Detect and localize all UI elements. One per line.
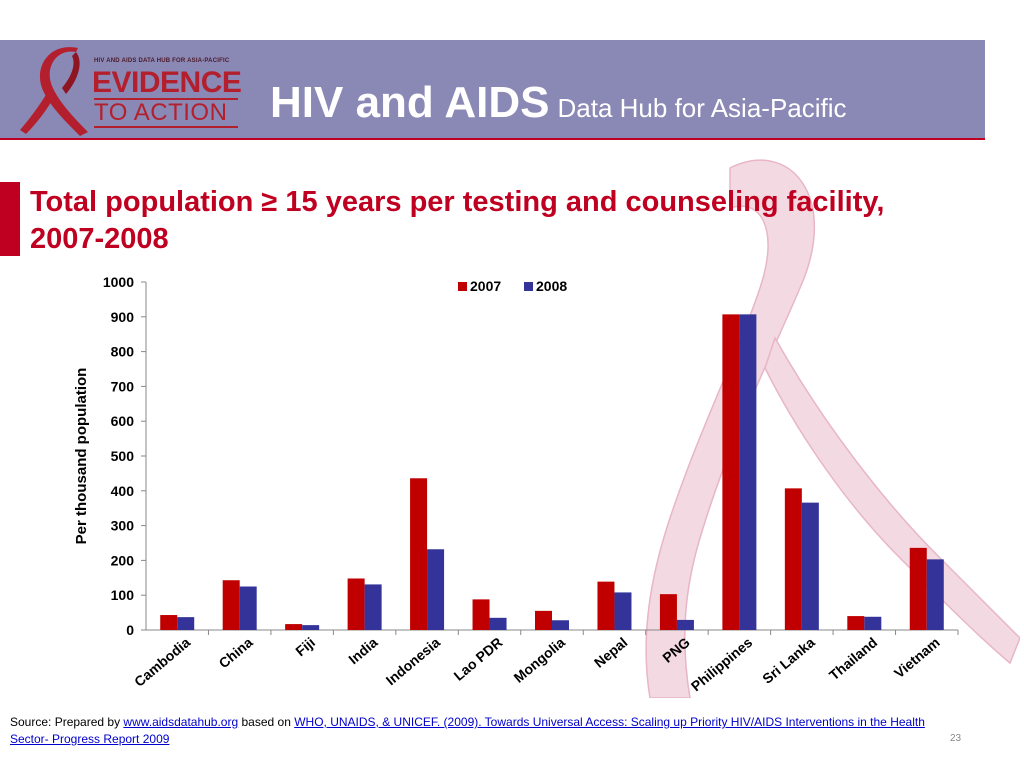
legend-swatch-2008 — [524, 282, 533, 291]
x-tick-label: PNG — [659, 634, 693, 666]
x-tick-label: Vietnam — [891, 634, 943, 681]
logo-tagline: HIV AND AIDS DATA HUB FOR ASIA-PACIFIC — [94, 58, 230, 64]
aidsdatahub-link[interactable]: www.aidsdatahub.org — [123, 715, 239, 729]
logo-underline — [94, 126, 238, 128]
bar-2008-fiji — [302, 625, 320, 630]
y-tick-label: 800 — [111, 344, 135, 360]
bar-2007-thailand — [847, 616, 865, 630]
bar-2008-indonesia — [427, 549, 445, 630]
legend-label-2007: 2007 — [470, 278, 501, 294]
bar-2007-nepal — [597, 581, 615, 630]
evidence-to-action-logo: HIV AND AIDS DATA HUB FOR ASIA-PACIFIC E… — [18, 44, 248, 136]
bar-2008-sri-lanka — [801, 502, 819, 630]
y-tick-label: 0 — [126, 622, 134, 638]
legend-swatch-2007 — [458, 282, 467, 291]
y-tick-label: 600 — [111, 413, 135, 429]
bar-2008-india — [364, 584, 382, 630]
header-title: HIV and AIDS Data Hub for Asia-Pacific — [270, 78, 847, 128]
bar-2008-lao-pdr — [489, 617, 507, 630]
x-tick-label: Cambodia — [131, 634, 193, 690]
y-tick-label: 1000 — [103, 274, 134, 290]
y-tick-label: 100 — [111, 587, 135, 603]
title-accent-bar — [0, 182, 20, 256]
x-tick-label: Sri Lanka — [759, 634, 818, 687]
bar-2007-lao-pdr — [472, 599, 490, 630]
y-tick-label: 200 — [111, 552, 135, 568]
x-tick-label: Mongolia — [511, 634, 569, 686]
bar-2008-cambodia — [177, 617, 195, 630]
x-tick-label: Nepal — [591, 634, 630, 671]
bar-2008-mongolia — [552, 620, 569, 630]
y-tick-label: 400 — [111, 483, 135, 499]
x-tick-label: China — [216, 634, 256, 671]
page-number: 23 — [950, 733, 962, 744]
x-tick-label: Fiji — [292, 634, 318, 659]
bar-2007-cambodia — [160, 615, 178, 630]
bar-2007-fiji — [285, 624, 303, 630]
legend-label-2008: 2008 — [536, 278, 567, 294]
x-tick-label: Indonesia — [383, 634, 444, 688]
bar-2007-mongolia — [535, 610, 552, 630]
x-tick-label: Lao PDR — [450, 634, 505, 684]
bar-2007-vietnam — [909, 547, 927, 630]
logo-text-evidence: EVIDENCE — [92, 66, 242, 99]
header-title-sub: Data Hub for Asia-Pacific — [557, 93, 847, 123]
y-tick-label: 500 — [111, 448, 135, 464]
bar-2008-png — [676, 619, 694, 630]
x-tick-label: Philippines — [688, 634, 756, 694]
header-title-main: HIV and AIDS — [270, 78, 550, 127]
y-tick-label: 700 — [111, 378, 135, 394]
source-footnote: Source: Prepared by www.aidsdatahub.org … — [10, 714, 950, 748]
bar-2007-india — [347, 578, 365, 630]
bar-chart: 0 100 200 300 400 500 600 700 800 900 1000 Per thou… — [73, 274, 959, 694]
logo-divider — [94, 98, 238, 100]
bar-2008-thailand — [864, 616, 882, 630]
bar-2007-png — [659, 594, 677, 630]
source-middle: based on — [238, 715, 295, 729]
bar-2007-china — [222, 580, 240, 630]
bar-2007-indonesia — [410, 478, 428, 630]
source-prefix: Source: Prepared by — [10, 715, 124, 729]
bar-2008-philippines — [739, 314, 757, 630]
who-report-link[interactable]: WHO, UNAIDS, & UNICEF. (2009). Towards U… — [10, 715, 925, 746]
y-tick-label: 300 — [111, 518, 135, 534]
red-ribbon-icon — [20, 47, 88, 136]
y-tick-label: 900 — [111, 309, 135, 325]
slide-title: Total population ≥ 15 years per testing … — [30, 186, 885, 255]
bar-2008-china — [239, 586, 257, 630]
bar-2008-nepal — [614, 592, 632, 630]
bar-2008-vietnam — [926, 559, 944, 630]
bar-2007-sri-lanka — [784, 488, 802, 630]
bar-2007-philippines — [722, 314, 740, 630]
logo-text-to-action: TO ACTION — [94, 99, 228, 126]
y-axis-label: Per thousand population — [73, 368, 90, 545]
x-tick-label: Thailand — [826, 634, 880, 683]
x-tick-label: India — [345, 634, 380, 667]
header-banner: HIV AND AIDS DATA HUB FOR ASIA-PACIFIC E… — [0, 40, 985, 140]
